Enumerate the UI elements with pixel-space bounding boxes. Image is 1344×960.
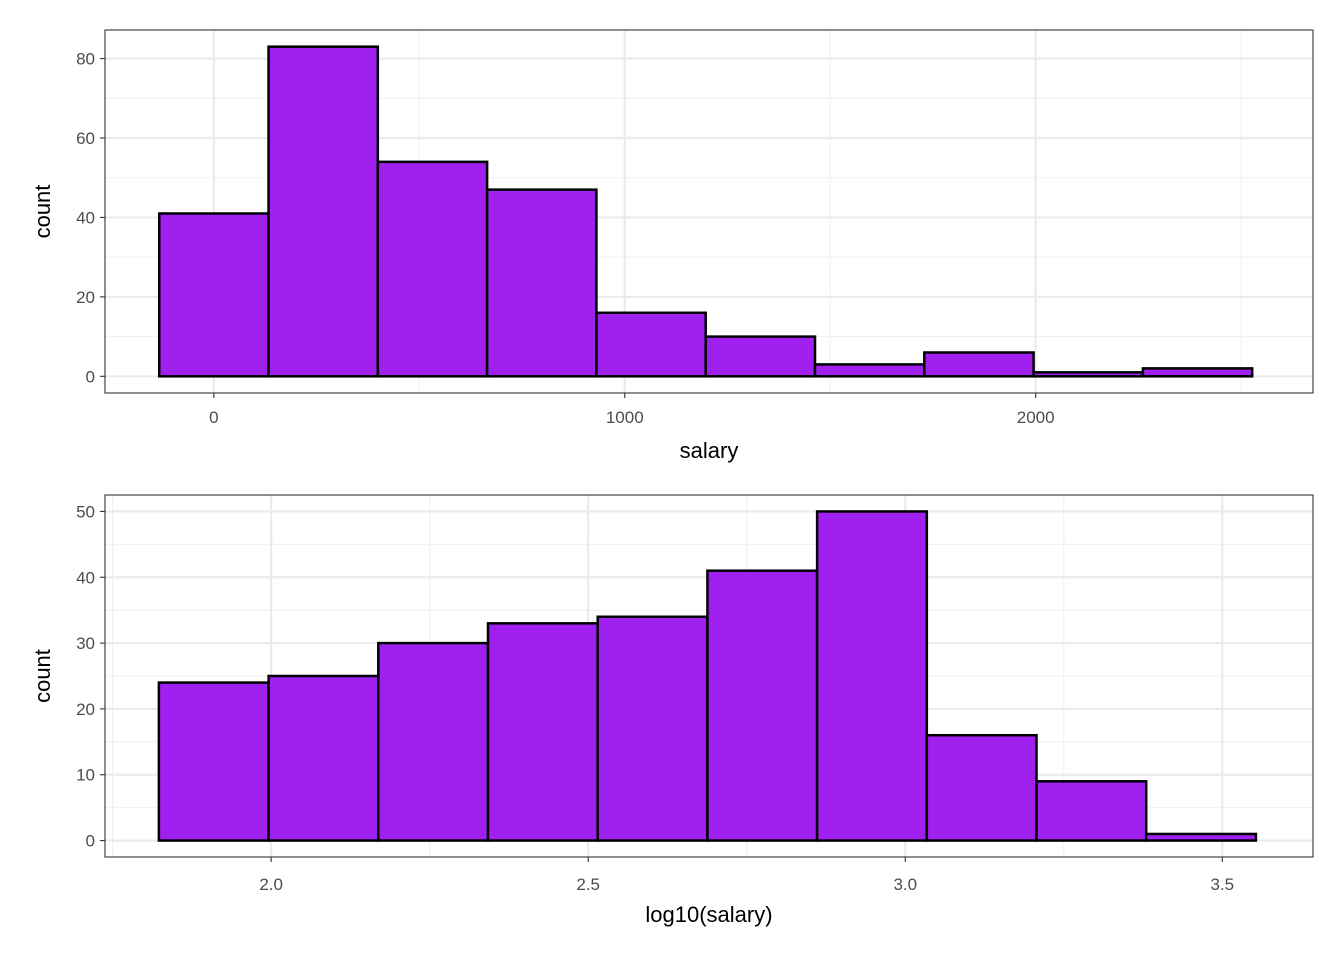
histogram-bar	[267, 45, 380, 378]
histogram-bar	[376, 160, 489, 378]
panel-border	[104, 494, 1314, 858]
x-tick-label: 2.5	[576, 875, 600, 894]
x-axis-title: log10(salary)	[645, 902, 772, 927]
histogram-salary: 0 1000 2000 0 20 40 60 80 salary count	[30, 29, 1314, 463]
histogram-bar	[485, 188, 598, 378]
y-tick-label: 0	[86, 367, 95, 386]
x-tick-label: 2000	[1017, 408, 1055, 427]
x-axis-title: salary	[680, 438, 739, 463]
x-tick-label: 0	[209, 408, 218, 427]
histogram-bar	[1032, 371, 1145, 378]
y-tick-label: 30	[76, 634, 95, 653]
y-tick-label: 0	[86, 832, 95, 851]
histogram-bar	[595, 311, 707, 378]
histogram-bar	[157, 681, 270, 842]
y-tick-label: 20	[76, 288, 95, 307]
y-tick-label: 40	[76, 568, 95, 587]
histogram-bar	[1035, 780, 1148, 842]
x-tick-label: 3.0	[893, 875, 917, 894]
histogram-bar	[377, 641, 490, 842]
histogram-bar	[706, 569, 819, 842]
histogram-bar	[157, 212, 270, 378]
histogram-bar	[596, 615, 709, 842]
histogram-bar	[1141, 367, 1254, 378]
y-tick-label: 10	[76, 766, 95, 785]
y-tick-label: 60	[76, 129, 95, 148]
y-axis-title: count	[30, 185, 55, 239]
histogram-bar	[813, 363, 926, 378]
y-tick-label: 80	[76, 50, 95, 69]
histogram-log10-salary: 2.0 2.5 3.0 3.5 0 10 20 30 40 50 log10(salary) coun…	[30, 494, 1314, 927]
histogram-bar	[815, 510, 929, 842]
histogram-bar	[486, 622, 599, 842]
y-tick-label: 50	[76, 502, 95, 521]
y-tick-label: 20	[76, 700, 95, 719]
x-tick-label: 1000	[606, 408, 644, 427]
histogram-bar	[923, 351, 1035, 378]
histogram-bar	[704, 335, 817, 378]
histogram-bar	[1144, 832, 1258, 842]
panel-border	[104, 29, 1314, 394]
y-tick-label: 40	[76, 208, 95, 227]
y-axis-title: count	[30, 649, 55, 703]
x-tick-label: 2.0	[259, 875, 283, 894]
x-tick-label: 3.5	[1211, 875, 1235, 894]
histogram-bar	[267, 674, 380, 842]
histogram-bar	[925, 733, 1038, 842]
